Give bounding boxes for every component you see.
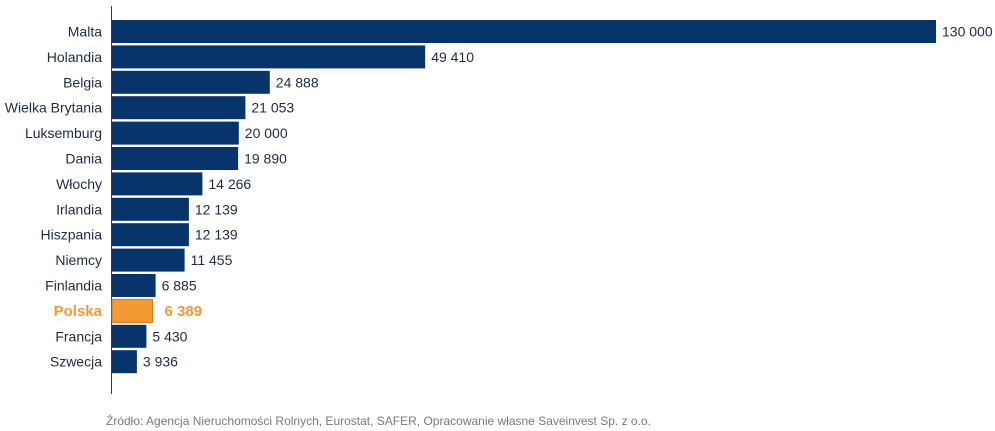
value-label-5: 19 890 xyxy=(244,151,287,167)
bar-2 xyxy=(112,70,270,94)
bar-7 xyxy=(112,197,189,221)
category-label-2: Belgia xyxy=(63,74,102,90)
category-label-11: Polska xyxy=(54,303,103,320)
source-note: Źródło: Agencja Nieruchomości Rolnych, E… xyxy=(106,414,651,428)
category-label-10: Finlandia xyxy=(45,278,102,294)
bar-0 xyxy=(112,20,936,43)
value-label-11: 6 389 xyxy=(165,303,203,320)
category-label-1: Holandia xyxy=(47,49,102,65)
bar-8 xyxy=(112,223,189,247)
category-label-6: Włochy xyxy=(56,176,102,192)
value-label-9: 11 455 xyxy=(191,252,233,268)
category-label-3: Wielka Brytania xyxy=(5,100,102,116)
category-label-13: Szwecja xyxy=(50,354,102,370)
bar-12 xyxy=(112,324,147,348)
value-label-10: 6 885 xyxy=(162,278,197,294)
category-label-4: Luksemburg xyxy=(25,125,102,141)
category-label-12: Francja xyxy=(55,328,102,344)
value-label-3: 21 053 xyxy=(251,100,294,116)
bar-11 xyxy=(111,298,153,323)
bar-5 xyxy=(112,147,239,170)
bar-6 xyxy=(112,172,203,196)
bar-chart: Malta 130 000 Holandia 49 410 Belgia 24 888 Wi… xyxy=(5,6,993,394)
value-label-13: 3 936 xyxy=(143,354,178,370)
category-label-8: Hiszpania xyxy=(41,227,103,243)
bar-4 xyxy=(112,121,239,145)
category-label-9: Niemcy xyxy=(55,252,102,268)
value-label-2: 24 888 xyxy=(276,74,319,90)
value-label-6: 14 266 xyxy=(208,176,251,192)
bar-1 xyxy=(112,45,426,69)
category-label-5: Dania xyxy=(65,151,102,167)
category-label-0: Malta xyxy=(68,24,102,40)
value-label-0: 130 000 xyxy=(942,24,993,40)
bar-10 xyxy=(112,274,156,297)
bar-13 xyxy=(112,350,137,374)
value-label-7: 12 139 xyxy=(195,201,238,217)
value-label-1: 49 410 xyxy=(431,49,474,65)
bar-3 xyxy=(112,96,246,120)
bar-9 xyxy=(112,248,185,272)
value-label-8: 12 139 xyxy=(195,227,238,243)
category-label-7: Irlandia xyxy=(56,201,102,217)
value-label-4: 20 000 xyxy=(245,125,288,141)
value-label-12: 5 430 xyxy=(152,328,187,344)
